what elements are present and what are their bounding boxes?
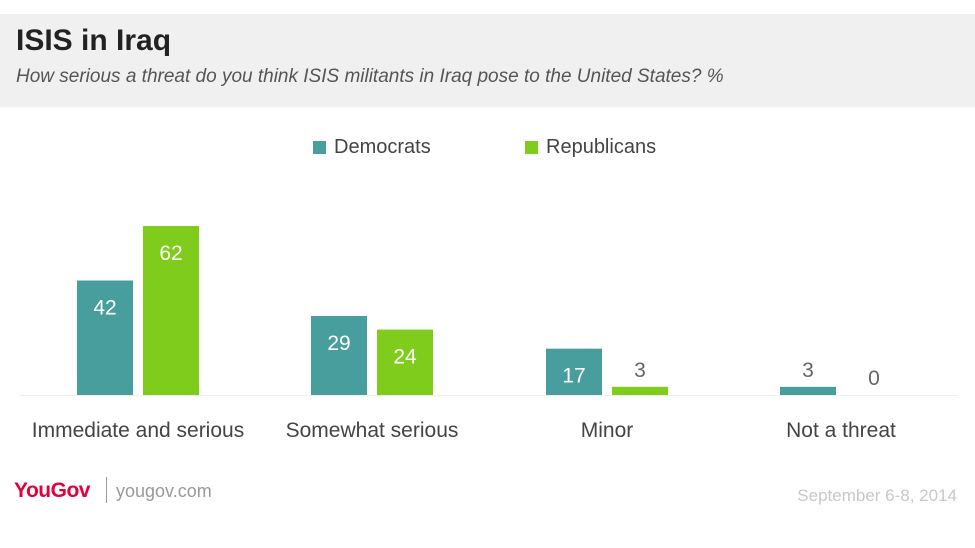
data-label-republicans-minor: 3 bbox=[634, 359, 646, 382]
legend-label-democrats: Democrats bbox=[334, 136, 431, 158]
data-label-democrats-not-a-threat: 3 bbox=[802, 359, 814, 382]
legend-label-republicans: Republicans bbox=[546, 136, 657, 158]
bar-republicans-immediate-and-serious bbox=[143, 226, 199, 395]
data-label-democrats-minor: 17 bbox=[562, 365, 585, 388]
category-label-minor: Minor bbox=[581, 419, 634, 442]
chart-subtitle: How serious a threat do you think ISIS m… bbox=[16, 66, 724, 87]
legend-item-democrats: Democrats bbox=[313, 136, 431, 159]
data-label-republicans-not-a-threat: 0 bbox=[868, 367, 880, 390]
chart-legend: Democrats Republicans bbox=[0, 136, 975, 160]
chart-header: ISIS in Iraq How serious a threat do you… bbox=[0, 14, 975, 107]
bar-republicans-minor bbox=[612, 386, 668, 395]
footer-divider bbox=[106, 477, 107, 503]
bar-democrats-not-a-threat bbox=[780, 386, 836, 395]
legend-swatch-democrats bbox=[313, 141, 326, 154]
bar-democrats-somewhat-serious bbox=[311, 315, 367, 395]
chart-title: ISIS in Iraq bbox=[16, 24, 172, 57]
bar-democrats-immediate-and-serious bbox=[77, 280, 133, 395]
data-label-democrats-immediate-and-serious: 42 bbox=[93, 297, 116, 320]
bar-republicans-somewhat-serious bbox=[377, 329, 433, 395]
data-label-democrats-somewhat-serious: 29 bbox=[327, 332, 350, 355]
data-label-republicans-somewhat-serious: 24 bbox=[393, 346, 417, 369]
category-label-somewhat-serious: Somewhat serious bbox=[286, 419, 459, 442]
category-label-not-a-threat: Not a threat bbox=[786, 419, 896, 442]
survey-date: September 6-8, 2014 bbox=[797, 486, 957, 505]
bar-democrats-minor bbox=[546, 348, 602, 395]
legend-swatch-republicans bbox=[525, 141, 538, 154]
data-label-republicans-immediate-and-serious: 62 bbox=[159, 242, 182, 265]
yougov-logo: YouGov bbox=[14, 479, 90, 502]
legend-item-republicans: Republicans bbox=[525, 136, 656, 159]
category-label-immediate-and-serious: Immediate and serious bbox=[32, 419, 244, 442]
footer-url[interactable]: yougov.com bbox=[116, 481, 212, 501]
